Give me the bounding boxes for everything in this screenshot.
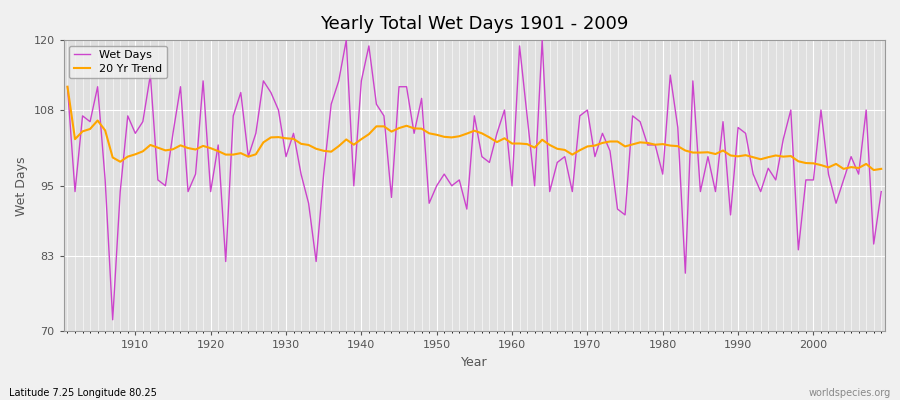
Wet Days: [612, 207, 623, 212]
X-axis label: Year: Year: [461, 356, 488, 369]
Text: worldspecies.org: worldspecies.org: [809, 388, 891, 398]
Wet Days: [876, 189, 886, 194]
Line: 20 Yr Trend: 20 Yr Trend: [68, 87, 881, 170]
20 Yr Trend: [597, 140, 608, 145]
Wet Days: [514, 44, 525, 48]
Wet Days: [296, 172, 307, 176]
20 Yr Trend: [62, 84, 73, 89]
Wet Days: [522, 114, 533, 118]
Legend: Wet Days, 20 Yr Trend: Wet Days, 20 Yr Trend: [69, 46, 166, 78]
20 Yr Trend: [868, 168, 879, 172]
Wet Days: [62, 84, 73, 89]
20 Yr Trend: [333, 144, 344, 148]
Text: Latitude 7.25 Longitude 80.25: Latitude 7.25 Longitude 80.25: [9, 388, 157, 398]
20 Yr Trend: [288, 136, 299, 141]
Title: Yearly Total Wet Days 1901 - 2009: Yearly Total Wet Days 1901 - 2009: [320, 15, 628, 33]
20 Yr Trend: [500, 136, 510, 141]
20 Yr Trend: [122, 154, 133, 159]
Y-axis label: Wet Days: Wet Days: [15, 156, 28, 216]
Line: Wet Days: Wet Days: [68, 40, 881, 320]
Wet Days: [130, 131, 140, 136]
Wet Days: [348, 183, 359, 188]
20 Yr Trend: [876, 166, 886, 171]
20 Yr Trend: [507, 141, 517, 146]
Wet Days: [107, 317, 118, 322]
Wet Days: [341, 38, 352, 42]
